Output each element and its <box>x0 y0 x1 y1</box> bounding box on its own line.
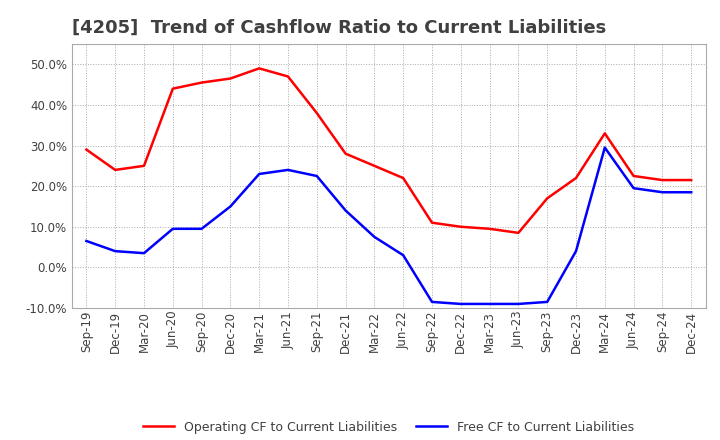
Text: [4205]  Trend of Cashflow Ratio to Current Liabilities: [4205] Trend of Cashflow Ratio to Curren… <box>72 19 606 37</box>
Free CF to Current Liabilities <box>543 299 552 304</box>
Operating CF to Current Liabilities <box>255 66 264 71</box>
Free CF to Current Liabilities <box>687 190 696 195</box>
Operating CF to Current Liabilities <box>485 226 494 231</box>
Operating CF to Current Liabilities <box>140 163 148 169</box>
Free CF to Current Liabilities <box>312 173 321 179</box>
Line: Free CF to Current Liabilities: Free CF to Current Liabilities <box>86 147 691 304</box>
Free CF to Current Liabilities <box>226 204 235 209</box>
Line: Operating CF to Current Liabilities: Operating CF to Current Liabilities <box>86 68 691 233</box>
Operating CF to Current Liabilities <box>341 151 350 156</box>
Operating CF to Current Liabilities <box>456 224 465 229</box>
Operating CF to Current Liabilities <box>399 176 408 181</box>
Operating CF to Current Liabilities <box>514 230 523 235</box>
Free CF to Current Liabilities <box>341 208 350 213</box>
Operating CF to Current Liabilities <box>312 110 321 116</box>
Operating CF to Current Liabilities <box>428 220 436 225</box>
Legend: Operating CF to Current Liabilities, Free CF to Current Liabilities: Operating CF to Current Liabilities, Fre… <box>138 416 639 439</box>
Free CF to Current Liabilities <box>600 145 609 150</box>
Operating CF to Current Liabilities <box>284 74 292 79</box>
Operating CF to Current Liabilities <box>658 177 667 183</box>
Free CF to Current Liabilities <box>255 171 264 176</box>
Operating CF to Current Liabilities <box>600 131 609 136</box>
Free CF to Current Liabilities <box>197 226 206 231</box>
Free CF to Current Liabilities <box>82 238 91 244</box>
Operating CF to Current Liabilities <box>572 176 580 181</box>
Free CF to Current Liabilities <box>485 301 494 307</box>
Operating CF to Current Liabilities <box>197 80 206 85</box>
Operating CF to Current Liabilities <box>111 167 120 172</box>
Free CF to Current Liabilities <box>399 253 408 258</box>
Operating CF to Current Liabilities <box>629 173 638 179</box>
Operating CF to Current Liabilities <box>82 147 91 152</box>
Free CF to Current Liabilities <box>111 249 120 254</box>
Operating CF to Current Liabilities <box>687 177 696 183</box>
Free CF to Current Liabilities <box>514 301 523 307</box>
Free CF to Current Liabilities <box>456 301 465 307</box>
Free CF to Current Liabilities <box>140 250 148 256</box>
Free CF to Current Liabilities <box>658 190 667 195</box>
Free CF to Current Liabilities <box>284 167 292 172</box>
Free CF to Current Liabilities <box>572 249 580 254</box>
Operating CF to Current Liabilities <box>543 196 552 201</box>
Free CF to Current Liabilities <box>168 226 177 231</box>
Free CF to Current Liabilities <box>428 299 436 304</box>
Free CF to Current Liabilities <box>370 234 379 239</box>
Operating CF to Current Liabilities <box>370 163 379 169</box>
Operating CF to Current Liabilities <box>226 76 235 81</box>
Operating CF to Current Liabilities <box>168 86 177 92</box>
Free CF to Current Liabilities <box>629 186 638 191</box>
